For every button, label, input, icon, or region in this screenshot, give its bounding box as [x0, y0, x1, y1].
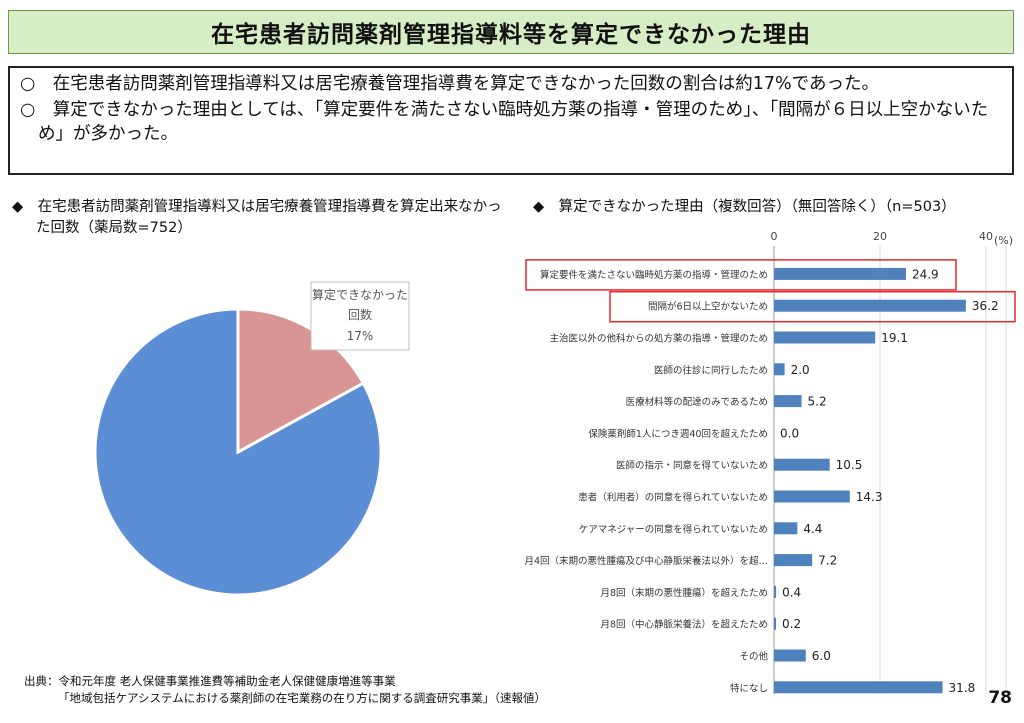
source-line-2: 「地域包括ケアシステムにおける薬剤師の在宅業務の在り方に関する調査研究事業」（速…	[58, 691, 546, 705]
summary-box: ○ 在宅患者訪問薬剤管理指導料又は居宅療養管理指導費を算定できなかった回数の割合…	[8, 66, 1014, 175]
bar-category-label: その他	[739, 651, 768, 663]
page-number: 78	[988, 688, 1012, 708]
bar-value-label: 31.8	[949, 681, 976, 694]
bar-value-label: 2.0	[791, 363, 810, 377]
bar-value-label: 0.4	[782, 585, 801, 599]
bar-category-label: 医療材料等の配達のみであるため	[626, 396, 768, 408]
pie-callout-box	[310, 281, 410, 351]
bar-value-label: 19.1	[881, 331, 908, 345]
bar-highlight-box	[609, 290, 1016, 323]
title-bar: 在宅患者訪問薬剤管理指導料等を算定できなかった理由	[8, 10, 1014, 54]
pie-heading: ◆ 在宅患者訪問薬剤管理指導料又は居宅療養管理指導費を算定出来なかった回数（薬局…	[12, 199, 502, 236]
pie-callout: 算定できなかった回数 17%	[310, 281, 410, 351]
bar-value-label: 4.4	[803, 522, 822, 536]
bar-chart: 0 20 40 (%) 算定要件を満たさない臨時処方薬の指導・管理のため 24.9 間隔が6…	[524, 230, 1016, 694]
page-title: 在宅患者訪問薬剤管理指導料等を算定できなかった理由	[211, 22, 811, 48]
bar	[774, 617, 776, 630]
bar	[774, 395, 802, 408]
bar	[774, 299, 966, 312]
bar-value-label: 36.2	[972, 299, 999, 313]
bar-category-label: 算定要件を満たさない臨時処方薬の指導・管理のため	[540, 269, 768, 281]
bar-category-label: 医師の指示・同意を得ていないため	[616, 460, 768, 472]
bar-category-label: ケアマネジャーの同意を得られていないため	[579, 523, 768, 535]
bar	[774, 363, 785, 376]
bar-category-label: 月4回（末期の悪性腫瘍及び中心静脈栄養法以外）を超…	[524, 555, 768, 567]
pie-callout-label: 算定できなかった	[312, 287, 408, 302]
bar-heading: ◆ 算定できなかった理由（複数回答）（無回答除く）（n=503）	[533, 199, 956, 215]
bar-x-tick-label: 0	[771, 230, 778, 243]
bar-value-label: 7.2	[818, 554, 837, 568]
pie-callout-label: 回数	[348, 307, 372, 322]
source-line-1: 出典：令和元年度 老人保健事業推進費等補助金老人保健健康増進等事業	[24, 674, 396, 688]
source-note: 出典：令和元年度 老人保健事業推進費等補助金老人保健健康増進等事業 「地域包括ケ…	[24, 673, 546, 707]
bar-x-tick-label: 20	[873, 230, 887, 243]
bar-value-label: 5.2	[808, 395, 827, 409]
bar-x-tick-label: 40	[979, 230, 993, 243]
bar-category-label: 特になし	[730, 682, 768, 694]
bar-category-label: 患者（利用者）の同意を得られていないため	[578, 492, 768, 504]
bar	[774, 331, 876, 344]
bar	[774, 681, 943, 694]
bar	[774, 458, 830, 471]
bar-category-label: 主治医以外の他科からの処方薬の指導・管理のため	[549, 333, 768, 345]
summary-point-1: ○ 在宅患者訪問薬剤管理指導料又は居宅療養管理指導費を算定できなかった回数の割合…	[20, 74, 879, 94]
summary-point-2: ○ 算定できなかった理由としては、「算定要件を満たさない臨時処方薬の指導・管理の…	[20, 100, 989, 144]
bar-value-label: 10.5	[836, 458, 863, 472]
bar	[774, 267, 906, 280]
bar-value-label: 14.3	[856, 490, 883, 504]
bar	[774, 490, 850, 503]
bar-value-label: 0.2	[782, 617, 801, 631]
bar-category-label: 間隔が6日以上空かないため	[648, 301, 768, 313]
bar-value-label: 24.9	[912, 267, 939, 281]
bar-category-label: 医師の往診に同行したため	[654, 364, 768, 376]
bar	[774, 585, 777, 598]
bar-value-label: 6.0	[812, 649, 831, 663]
bar-value-label: 0.0	[780, 426, 799, 440]
bar-category-label: 月8回（中心静脈栄養法）を超えたため	[600, 619, 768, 631]
bar-category-label: 保険薬剤師1人につき週40回を超えたため	[588, 428, 768, 440]
pie-chart: 算定できなかった回数 17%	[93, 281, 410, 597]
bar	[774, 522, 798, 535]
bar	[774, 554, 813, 567]
bar-highlight-box	[525, 259, 957, 291]
pie-callout-value: 17%	[347, 329, 374, 343]
bar-category-label: 月8回（末期の悪性腫瘍）を超えたため	[600, 587, 768, 599]
bar	[774, 649, 806, 662]
bar-unit-label: (%)	[994, 234, 1013, 247]
